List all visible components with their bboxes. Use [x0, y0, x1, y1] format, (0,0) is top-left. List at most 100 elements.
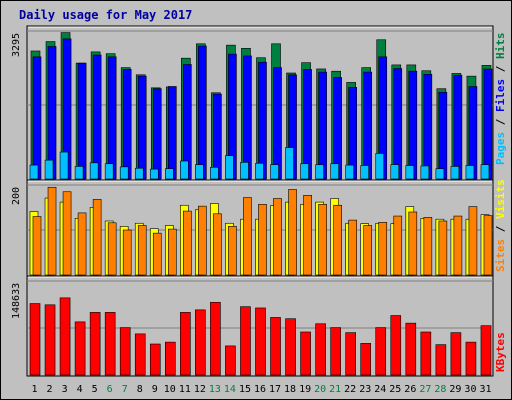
bar-pages	[180, 160, 189, 180]
legend-entry: /	[494, 219, 507, 239]
bar-files	[107, 56, 117, 180]
bar-sites	[152, 232, 162, 276]
bar-pages	[360, 165, 370, 180]
x-tick-label: 25	[389, 384, 401, 395]
bar-pages	[315, 164, 324, 180]
bar-files	[47, 46, 57, 180]
bar-files	[318, 71, 327, 180]
bar-files	[453, 74, 463, 180]
bar-kbytes	[330, 327, 341, 376]
bar-pages	[59, 151, 69, 180]
bar-pages	[270, 164, 279, 180]
bar-pages	[29, 164, 39, 180]
bar-sites	[228, 226, 237, 276]
bar-pages	[89, 162, 99, 180]
x-tick-label: 23	[359, 384, 371, 395]
bar-sites	[92, 199, 102, 276]
x-tick-label: 5	[92, 384, 98, 395]
bar-files	[32, 56, 42, 180]
bar-files	[363, 71, 373, 180]
bar-files	[243, 55, 252, 180]
bar-kbytes	[74, 321, 86, 376]
bar-kbytes	[44, 304, 56, 376]
bar-pages	[285, 147, 294, 180]
bar-pages	[435, 168, 445, 180]
x-tick-label: 22	[344, 384, 356, 395]
bar-sites	[408, 211, 418, 276]
bar-pages	[210, 167, 219, 180]
y-max-label: 3295	[11, 33, 22, 57]
bar-pages	[74, 166, 84, 180]
bar-sites	[137, 225, 147, 276]
bar-kbytes	[390, 315, 402, 376]
x-tick-label: 27	[419, 384, 431, 395]
bar-sites	[393, 215, 403, 276]
bar-pages	[119, 166, 129, 180]
x-tick-label: 1	[32, 384, 38, 395]
bar-kbytes	[195, 309, 206, 376]
legend-entry: Sites	[494, 239, 507, 272]
bar-sites	[107, 222, 117, 276]
bar-kbytes	[405, 322, 417, 376]
bar-files	[303, 69, 312, 180]
bar-pages	[345, 164, 354, 180]
bar-sites	[258, 204, 267, 276]
bar-pages	[450, 166, 460, 180]
bar-files	[167, 86, 177, 180]
bar-sites	[122, 229, 132, 276]
bar-sites	[288, 189, 297, 276]
bar-sites	[47, 186, 57, 276]
x-tick-label: 4	[77, 384, 83, 395]
bar-sites	[348, 219, 357, 276]
bar-kbytes	[420, 331, 432, 376]
bar-kbytes	[435, 344, 447, 376]
bar-pages	[405, 165, 415, 180]
bar-kbytes	[149, 343, 161, 376]
bar-kbytes	[210, 301, 221, 376]
bar-sites	[183, 210, 192, 276]
bar-files	[423, 74, 433, 180]
x-tick-label: 31	[479, 384, 491, 395]
bar-sites	[77, 212, 87, 276]
bar-pages	[375, 153, 385, 180]
legend-entry: Hits	[494, 33, 507, 60]
legend-middle: Sites / Visits	[494, 179, 507, 272]
bar-sites	[438, 220, 448, 276]
bar-pages	[480, 164, 490, 180]
bar-pages	[149, 168, 159, 180]
legend-entry: Visits	[494, 179, 507, 219]
y-max-label: 200	[11, 187, 22, 205]
bar-kbytes	[134, 333, 146, 376]
x-tick-label: 6	[107, 384, 113, 395]
bar-kbytes	[360, 343, 372, 376]
x-tick-label: 16	[254, 384, 266, 395]
bar-pages	[104, 163, 114, 180]
bar-files	[77, 62, 87, 180]
bar-kbytes	[315, 323, 326, 376]
bar-kbytes	[180, 312, 191, 376]
bar-pages	[225, 155, 234, 180]
bar-kbytes	[240, 306, 251, 376]
bar-kbytes	[480, 325, 492, 376]
bar-pages	[44, 159, 54, 180]
bar-kbytes	[29, 303, 41, 376]
bar-sites	[483, 215, 493, 276]
bar-kbytes	[164, 341, 176, 376]
bar-files	[92, 54, 102, 180]
legend-top: Pages / Files / Hits	[494, 33, 507, 166]
bar-files	[198, 45, 207, 180]
bar-pages	[240, 162, 249, 180]
x-tick-label: 20	[314, 384, 326, 395]
bar-pages	[300, 163, 309, 180]
bar-files	[393, 68, 403, 180]
bar-sites	[213, 213, 222, 276]
bar-files	[122, 69, 132, 180]
x-tick-label: 21	[329, 384, 341, 395]
bar-sites	[62, 191, 72, 276]
bar-sites	[453, 215, 463, 276]
x-tick-label: 9	[152, 384, 158, 395]
bar-kbytes	[89, 312, 101, 376]
legend-entry: Files	[494, 79, 507, 112]
x-tick-label: 11	[179, 384, 191, 395]
bar-kbytes	[375, 327, 387, 376]
